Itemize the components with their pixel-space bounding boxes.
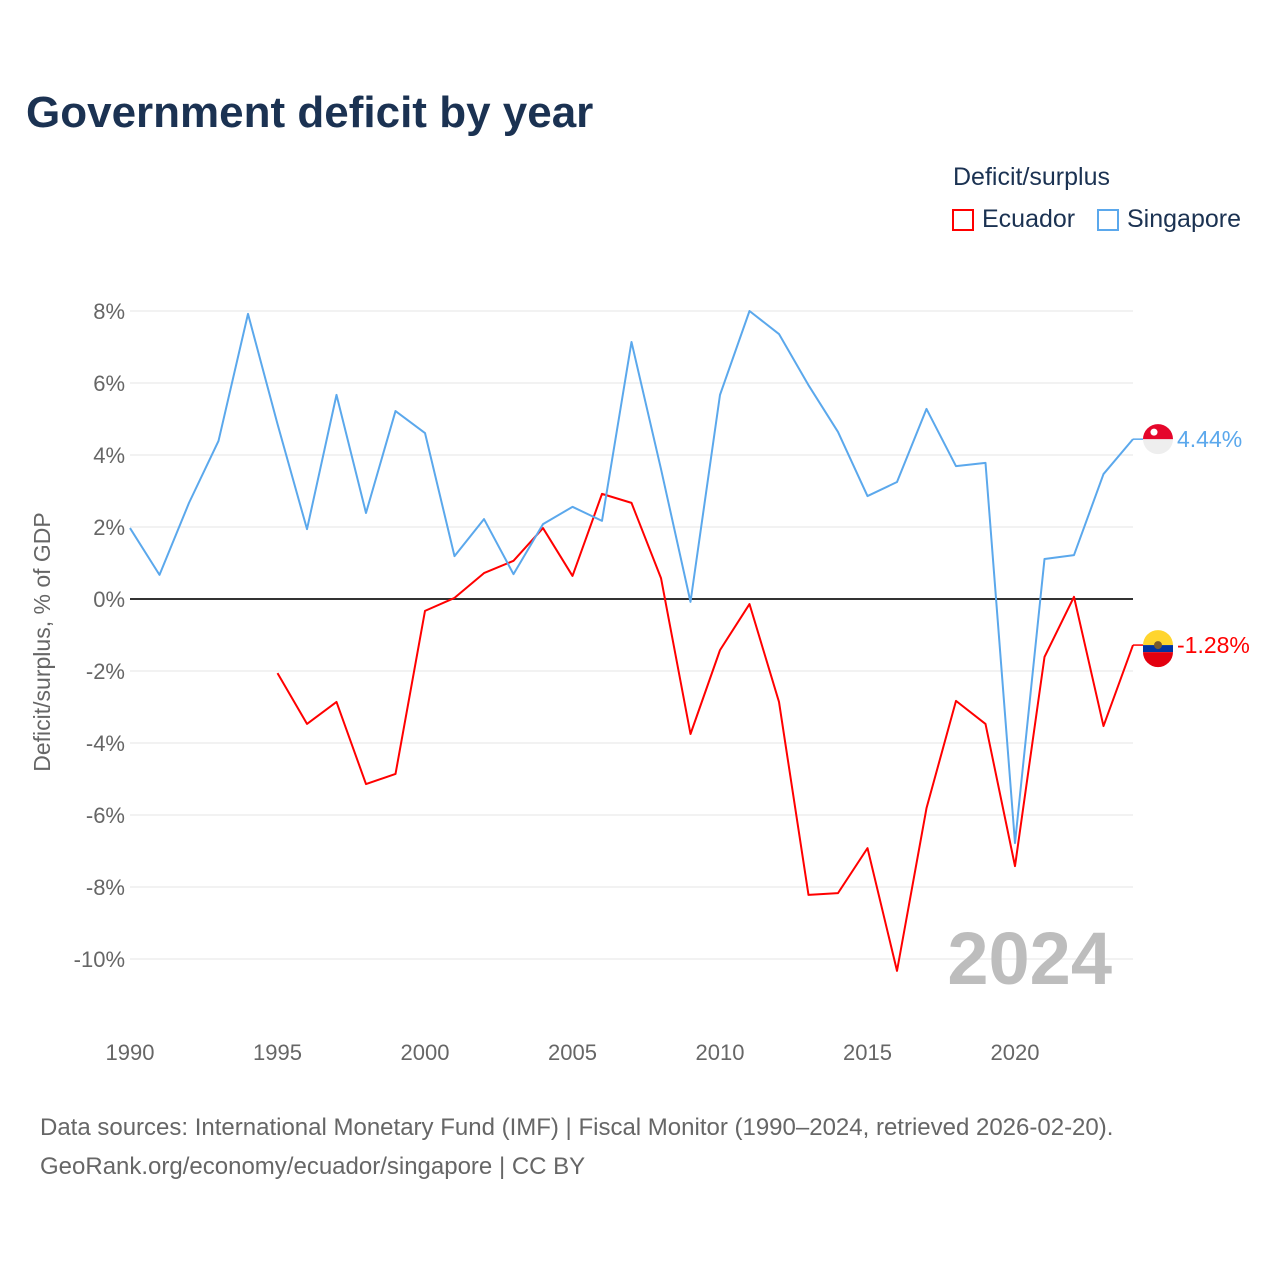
y-tick-label: -10% — [74, 947, 125, 972]
y-tick-label: 8% — [93, 299, 125, 324]
legend-item-singapore[interactable]: Singapore — [1097, 205, 1241, 234]
legend-label: Ecuador — [982, 205, 1076, 233]
source-line-2[interactable]: GeoRank.org/economy/ecuador/singapore | … — [40, 1153, 586, 1180]
legend-swatch-ecuador — [952, 208, 974, 231]
series-line-singapore — [129, 310, 1134, 845]
y-tick-label: -8% — [86, 875, 125, 900]
legend-item-ecuador[interactable]: Ecuador — [952, 205, 1075, 234]
chart-title: Government deficit by year — [26, 88, 594, 137]
y-tick-label: -4% — [86, 731, 125, 756]
x-tick-label: 2005 — [548, 1040, 597, 1065]
legend-title: Deficit/surplus — [953, 163, 1110, 191]
flag-part — [1150, 428, 1158, 436]
y-tick-label: 4% — [93, 443, 125, 468]
legend-swatch-singapore — [1097, 208, 1119, 231]
y-tick-label: 2% — [93, 515, 125, 540]
x-tick-label: 2020 — [991, 1040, 1040, 1065]
end-value-label: 4.44% — [1177, 426, 1242, 452]
flag-part — [1154, 641, 1162, 650]
y-axis-label: Deficit/surplus, % of GDP — [29, 512, 55, 771]
flag-part — [1143, 630, 1173, 646]
y-tick-label: 0% — [93, 587, 125, 612]
y-tick-label: 6% — [93, 371, 125, 396]
flag-ecuador-icon — [1143, 630, 1174, 668]
x-tick-label: 1995 — [253, 1040, 302, 1065]
legend-label: Singapore — [1127, 205, 1241, 233]
x-tick-label: 2010 — [696, 1040, 745, 1065]
y-tick-label: -2% — [86, 659, 125, 684]
source-note: Data sources: International Monetary Fun… — [40, 1108, 1113, 1186]
end-value-label: -1.28% — [1177, 632, 1250, 658]
source-line-1: Data sources: International Monetary Fun… — [40, 1114, 1114, 1141]
x-tick-label: 2000 — [401, 1040, 450, 1065]
flag-part — [1143, 424, 1173, 440]
x-tick-label: 1990 — [106, 1040, 155, 1065]
series-line-ecuador — [276, 492, 1134, 972]
y-tick-label: -6% — [86, 803, 125, 828]
year-watermark: 2024 — [947, 917, 1112, 1000]
x-tick-label: 2015 — [843, 1040, 892, 1065]
flag-singapore-icon — [1143, 424, 1173, 455]
flag-part — [1143, 652, 1174, 668]
